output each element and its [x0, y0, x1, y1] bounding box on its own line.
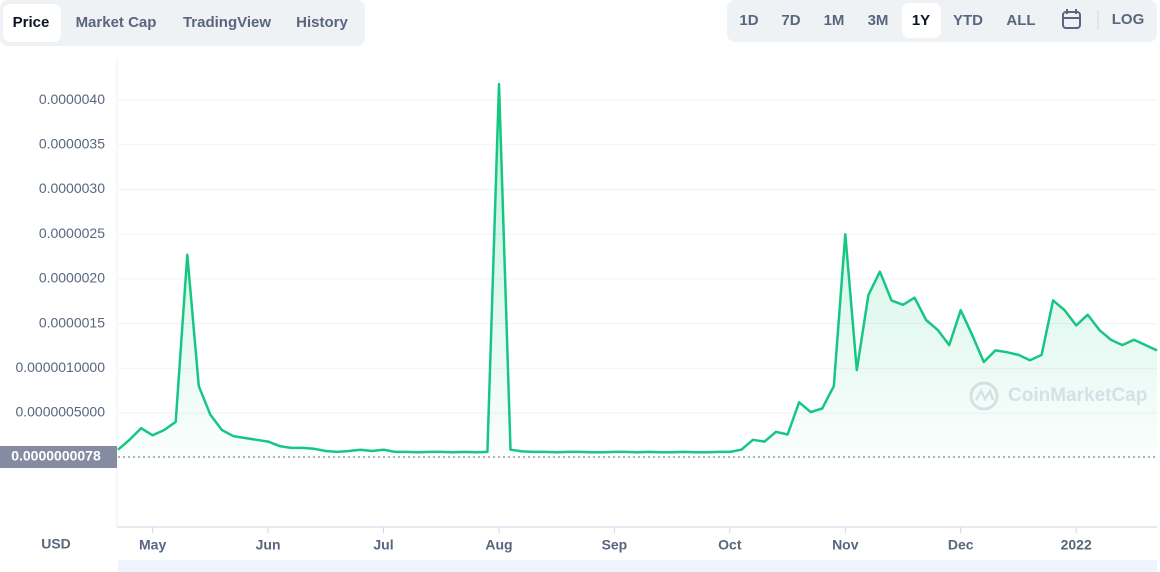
x-tick-label: May [139, 537, 166, 553]
y-tick-label: 0.0000010000 [15, 359, 105, 375]
range-button[interactable]: 1M [824, 12, 845, 29]
x-tick-label: Aug [485, 537, 512, 553]
x-tick-label: Jul [373, 537, 393, 553]
range-button[interactable]: YTD [953, 12, 983, 29]
range-group [727, 0, 1157, 42]
y-tick-label: 0.0000030 [39, 180, 105, 196]
tab[interactable]: TradingView [183, 14, 271, 31]
price-label-bg [0, 446, 117, 469]
price-area [118, 84, 1157, 458]
range-button[interactable]: 1D [739, 12, 758, 29]
x-tick-label: 2022 [1061, 537, 1092, 553]
range-button[interactable]: 7D [781, 12, 800, 29]
price-label: 0.0000000078 [11, 448, 101, 464]
tab-selected-bg [3, 4, 61, 42]
x-tick-label: Oct [718, 537, 742, 553]
price-line [117, 82, 1158, 454]
tab[interactable]: Market Cap [76, 14, 157, 31]
x-tick-label: Dec [948, 537, 974, 553]
range-button[interactable]: 1Y [912, 12, 930, 29]
range-button[interactable]: ALL [1006, 12, 1035, 29]
y-tick-label: 0.0000015 [39, 314, 105, 330]
y-tick-label: 0.0000025 [39, 225, 105, 241]
tab-group [0, 0, 365, 46]
log-button[interactable]: LOG [1112, 11, 1145, 28]
navigator [118, 560, 1157, 572]
y-tick-label: 0.0000040 [39, 91, 105, 107]
x-tick-label: Jun [256, 537, 281, 553]
y-tick-label: 0.0000035 [39, 136, 105, 152]
watermark: CoinMarketCap [969, 381, 1147, 411]
range-selected-bg [902, 3, 941, 38]
watermark-text: CoinMarketCap [1008, 385, 1147, 406]
y-tick-label: 0.0000005000 [15, 404, 105, 420]
y-tick-label: 0.0000020 [39, 270, 105, 286]
calendar-icon[interactable] [1062, 9, 1081, 29]
tab[interactable]: Price [13, 14, 50, 31]
tab[interactable]: History [296, 14, 348, 31]
x-tick-label: Nov [832, 537, 859, 553]
x-tick-label: Sep [602, 537, 628, 553]
range-button[interactable]: 3M [868, 12, 889, 29]
currency-label: USD [41, 536, 71, 552]
